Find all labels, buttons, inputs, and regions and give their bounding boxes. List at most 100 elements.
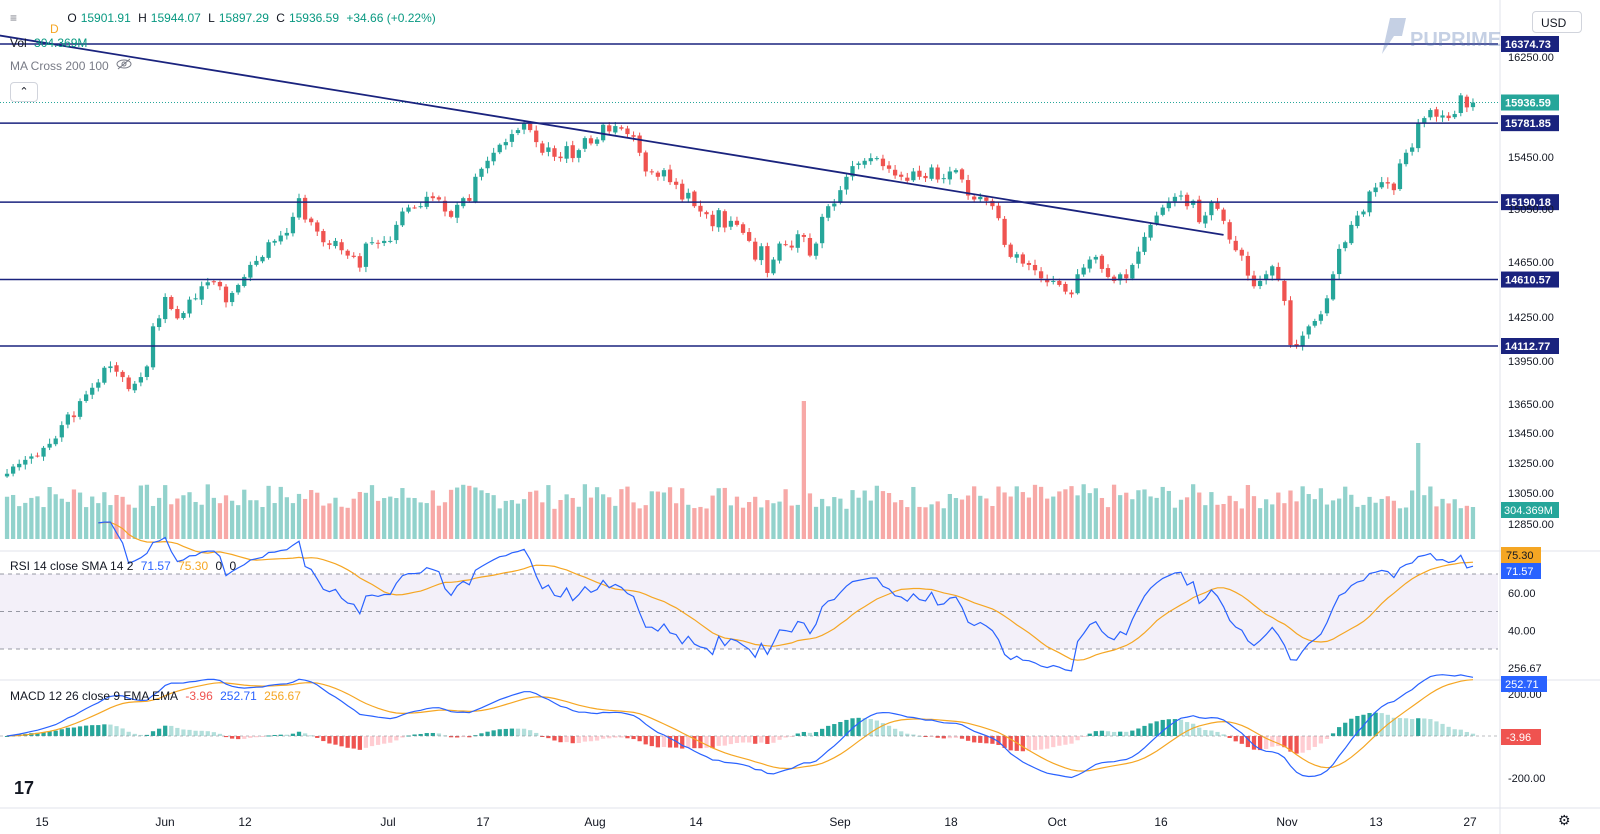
macd-histogram-bar bbox=[1300, 736, 1305, 753]
candle-body bbox=[643, 152, 648, 172]
volume-bar bbox=[886, 493, 892, 539]
volume-bar bbox=[917, 506, 922, 539]
volume-bar bbox=[71, 489, 77, 539]
gear-icon[interactable]: ⚙ bbox=[1558, 812, 1571, 828]
volume-bar bbox=[978, 495, 983, 539]
volume-bar bbox=[540, 502, 545, 539]
macd-histogram-bar bbox=[473, 735, 478, 737]
volume-bar bbox=[266, 485, 271, 539]
ohlc-legend: ≡ D O 15901.91 H 15944.07 L 15897.29 C 15936… bbox=[10, 11, 440, 36]
volume-bar bbox=[789, 505, 794, 539]
macd-histogram-bar bbox=[199, 730, 204, 736]
candle-body bbox=[1142, 236, 1147, 252]
candle-body bbox=[1410, 147, 1415, 152]
candle-body bbox=[1105, 268, 1111, 277]
currency-selector[interactable]: USD bbox=[1532, 11, 1582, 33]
candle-body bbox=[1416, 123, 1421, 149]
rsi-sma-label-bg bbox=[1501, 547, 1541, 563]
macd-histogram-bar bbox=[1026, 736, 1032, 751]
volume-bar bbox=[1330, 500, 1336, 539]
volume-bar bbox=[625, 486, 630, 539]
macd-histogram-bar bbox=[1458, 729, 1463, 736]
candle-body bbox=[601, 124, 606, 141]
volume-bar bbox=[424, 503, 429, 539]
candle-body bbox=[1337, 248, 1342, 275]
candle-body bbox=[41, 447, 46, 457]
eye-off-icon[interactable] bbox=[116, 58, 132, 73]
volume-bar bbox=[892, 502, 898, 539]
candle-body bbox=[181, 312, 186, 319]
volume-bar bbox=[1184, 497, 1190, 539]
x-tick-label: 13 bbox=[1369, 815, 1383, 829]
volume-bar bbox=[1063, 489, 1068, 539]
candle-body bbox=[327, 243, 332, 245]
macd-histogram-bar bbox=[284, 734, 289, 736]
candle-body bbox=[254, 260, 259, 265]
volume-bar bbox=[491, 495, 496, 539]
macd-histogram-bar bbox=[1337, 727, 1342, 736]
volume-bar bbox=[552, 508, 557, 539]
candle-body bbox=[850, 166, 855, 177]
hamburger-icon[interactable]: ≡ bbox=[10, 11, 18, 25]
volume-bar bbox=[929, 504, 934, 539]
macd-histogram-bar bbox=[1288, 736, 1293, 752]
volume-bar bbox=[710, 495, 715, 539]
candle-body bbox=[807, 238, 813, 256]
candle-body bbox=[23, 459, 28, 465]
candle-body bbox=[783, 244, 788, 246]
volume-bar bbox=[1209, 492, 1214, 539]
volume-bar bbox=[169, 504, 174, 539]
chevron-up-icon[interactable]: ⌃ bbox=[10, 82, 38, 102]
macd-histogram-bar bbox=[418, 733, 423, 736]
macd-histogram-bar bbox=[1221, 734, 1226, 736]
last-price-label-bg bbox=[1501, 94, 1559, 111]
macd-histogram-bar bbox=[649, 736, 654, 747]
interval-label[interactable]: D bbox=[50, 22, 59, 36]
candle-body bbox=[637, 135, 642, 153]
macd-histogram-bar bbox=[1172, 719, 1178, 736]
volume-bar bbox=[740, 507, 746, 539]
macd-histogram-bar bbox=[132, 733, 137, 736]
candle-body bbox=[594, 139, 600, 144]
volume-bar bbox=[418, 502, 423, 539]
macd-histogram-bar bbox=[144, 734, 150, 736]
candle-body bbox=[607, 125, 612, 132]
candle-body bbox=[345, 250, 350, 256]
volume-bar bbox=[229, 500, 235, 539]
macd-histogram-bar bbox=[716, 736, 721, 746]
volume-bar bbox=[1014, 486, 1019, 539]
volume-bar bbox=[254, 500, 259, 539]
x-tick-label: Sep bbox=[829, 815, 851, 829]
candle-body bbox=[1458, 95, 1463, 114]
volume-bar bbox=[1337, 498, 1342, 539]
macd-histogram-bar bbox=[1233, 736, 1238, 742]
macd-histogram-bar bbox=[905, 733, 910, 736]
volume-bar bbox=[345, 507, 350, 539]
volume-bar bbox=[631, 502, 636, 539]
candle-body bbox=[1270, 266, 1275, 276]
candle-body bbox=[917, 170, 922, 177]
macd-histogram-bar bbox=[1045, 736, 1050, 749]
candle-body bbox=[978, 196, 983, 200]
volume-bar bbox=[150, 505, 156, 539]
volume-bar bbox=[1057, 491, 1062, 539]
candle-body bbox=[1428, 110, 1433, 118]
candle-body bbox=[886, 165, 892, 169]
candle-body bbox=[1282, 280, 1287, 301]
volume-bar bbox=[1422, 495, 1427, 539]
macd-histogram-bar bbox=[455, 736, 460, 738]
macd-histogram-bar bbox=[1239, 736, 1244, 744]
volume-bar bbox=[862, 490, 867, 539]
candle-body bbox=[1318, 314, 1324, 321]
candle-body bbox=[242, 276, 247, 286]
macd-histogram-bar bbox=[1148, 723, 1153, 736]
candle-body bbox=[35, 455, 40, 457]
volume-bar bbox=[1355, 506, 1360, 539]
volume-bar bbox=[704, 508, 709, 539]
macd-histogram-bar bbox=[163, 725, 168, 736]
candle-body bbox=[278, 235, 283, 242]
macd-histogram-bar bbox=[832, 724, 837, 736]
price-tick-label: 13950.00 bbox=[1508, 356, 1554, 368]
candle-body bbox=[266, 242, 271, 258]
